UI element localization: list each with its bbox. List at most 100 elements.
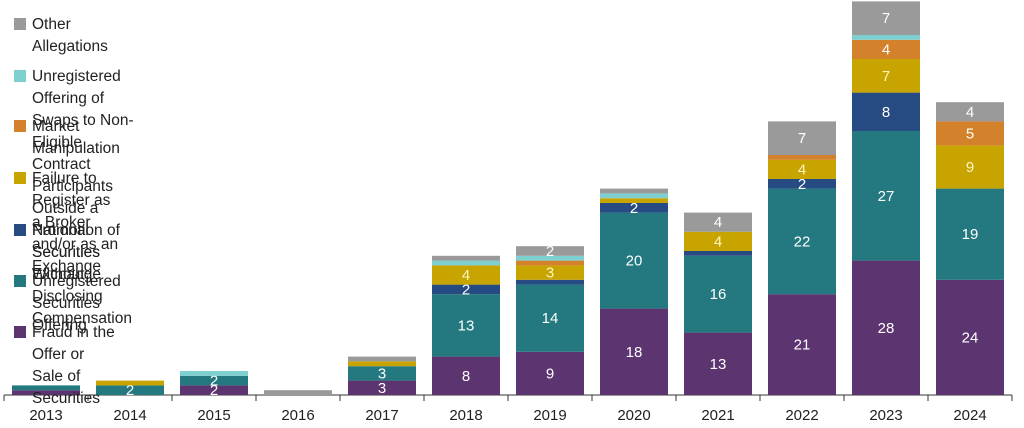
legend-item: Fraud in the Offer or Sale of Securities	[14, 322, 115, 410]
data-label: 4	[966, 104, 974, 121]
bar-segment	[852, 59, 920, 93]
data-label: 21	[794, 337, 811, 354]
bar-segment	[348, 356, 416, 362]
data-label: 22	[794, 233, 811, 250]
x-tick-label: 2017	[365, 407, 398, 424]
bar-segment	[12, 390, 80, 395]
x-tick-label: 2020	[617, 407, 650, 424]
data-label: 3	[378, 365, 386, 382]
bar-segment	[936, 188, 1004, 280]
data-label: 2	[210, 382, 218, 399]
legend-swatch	[14, 18, 26, 30]
bar-segment	[684, 255, 752, 333]
legend-swatch	[14, 70, 26, 82]
legend-item: Failure to Register as a Broker and/or a…	[14, 168, 118, 278]
data-label: 19	[962, 226, 979, 243]
bar-segment	[600, 203, 668, 213]
data-label: 3	[546, 265, 554, 282]
x-tick-label: 2021	[701, 407, 734, 424]
x-tick-label: 2023	[869, 407, 902, 424]
bar-segment	[936, 145, 1004, 189]
bar-segment	[768, 188, 836, 295]
bar-segment	[96, 385, 164, 395]
data-label: 2	[210, 373, 218, 390]
data-label: 3	[378, 380, 386, 397]
legend-label: Other Allegations	[32, 16, 108, 55]
bar-segment	[516, 279, 584, 285]
x-tick-label: 2018	[449, 407, 482, 424]
bar-segment	[600, 198, 668, 203]
data-label: 4	[882, 41, 890, 58]
legend-swatch	[14, 326, 26, 338]
bar-segment	[768, 155, 836, 160]
bar-segment	[516, 351, 584, 395]
data-label: 8	[882, 104, 890, 121]
bar-segment	[516, 265, 584, 280]
legend-swatch	[14, 275, 26, 287]
bar-segment	[852, 1, 920, 35]
x-tick-label: 2019	[533, 407, 566, 424]
bar-segment	[432, 255, 500, 261]
bar-segment	[432, 265, 500, 285]
data-label: 4	[714, 214, 722, 231]
legend-swatch	[14, 224, 26, 236]
data-label: 27	[878, 188, 895, 205]
bar-segment	[600, 193, 668, 199]
bar-segment	[12, 385, 80, 391]
data-label: 8	[462, 368, 470, 385]
data-label: 13	[458, 317, 475, 334]
x-tick-label: 2022	[785, 407, 818, 424]
data-label: 4	[798, 161, 806, 178]
bar-segment	[180, 375, 248, 386]
bar-segment	[264, 390, 332, 395]
data-label: 14	[542, 310, 559, 327]
data-label: 2	[462, 281, 470, 298]
data-label: 2	[798, 176, 806, 193]
bar-segment	[768, 294, 836, 395]
bar-segment	[516, 246, 584, 256]
bar-segment	[936, 102, 1004, 122]
bar-segment	[516, 284, 584, 352]
legend-swatch	[14, 120, 26, 132]
bar-segment	[600, 188, 668, 194]
data-label: 2	[630, 200, 638, 217]
bar-segment	[936, 121, 1004, 146]
legend-item: Market Manipulation	[14, 116, 120, 160]
bar-segment	[684, 251, 752, 256]
data-label: 2	[546, 243, 554, 260]
bar-segment	[348, 366, 416, 381]
data-label: 5	[966, 125, 974, 142]
x-tick-label: 2013	[29, 407, 62, 424]
bar-segment	[852, 35, 920, 40]
bar-segment	[768, 179, 836, 189]
x-tick-label: 2014	[113, 407, 146, 424]
legend-label: Promotion of Securities Without Disclosi…	[32, 222, 132, 327]
data-label: 7	[798, 130, 806, 147]
data-label: 13	[710, 356, 727, 373]
bar-segment	[768, 121, 836, 155]
legend-label: Unregistered Offering of Swaps to Non-El…	[32, 68, 134, 283]
legend-label: Unregistered Securities Offering	[32, 273, 121, 334]
bar-segment	[768, 159, 836, 179]
legend-label: Fraud in the Offer or Sale of Securities	[32, 324, 115, 407]
legend-item: Unregistered Offering of Swaps to Non-El…	[14, 66, 134, 286]
bar-segment	[516, 255, 584, 261]
data-label: 20	[626, 253, 643, 270]
bar-segment	[432, 284, 500, 295]
bar-segment	[348, 361, 416, 367]
bar-segment	[180, 385, 248, 395]
legend-item: Promotion of Securities Without Disclosi…	[14, 220, 132, 330]
bar-segment	[936, 279, 1004, 395]
bar-segment	[432, 294, 500, 357]
bar-segment	[684, 231, 752, 251]
data-label: 18	[626, 344, 643, 361]
bar-segment	[600, 308, 668, 395]
bar-segment	[348, 380, 416, 395]
bar-segment	[684, 212, 752, 232]
bar-segment	[852, 260, 920, 395]
data-label: 4	[714, 233, 722, 250]
bar-segment	[600, 212, 668, 309]
legend-item: Other Allegations	[14, 14, 108, 58]
bar-segment	[852, 39, 920, 59]
